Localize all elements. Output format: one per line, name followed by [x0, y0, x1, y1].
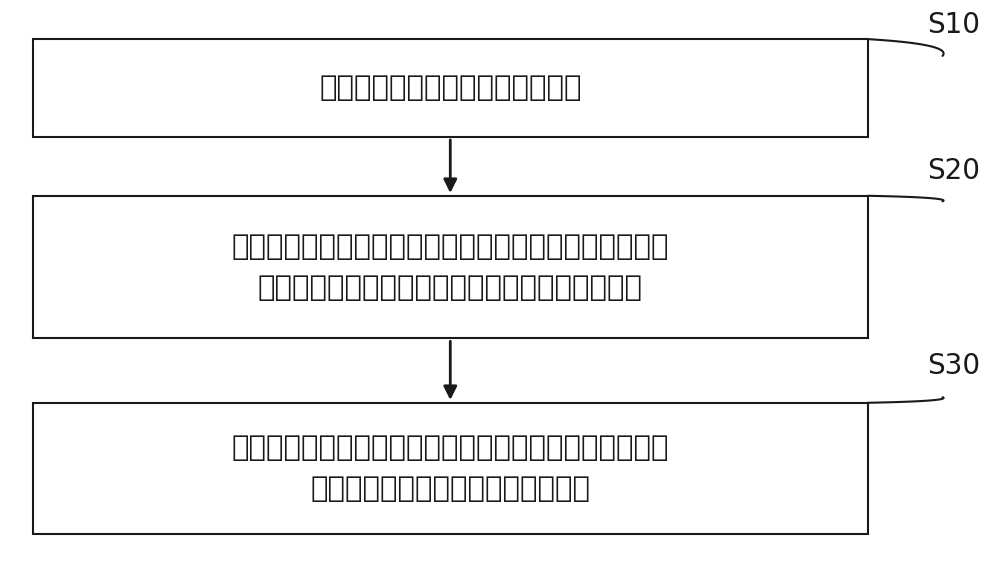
Text: 将所述第一试剂液的液滴滴在液氮中，形成第一冰球，将
所述第二试剂液的液滴滴在液氮中，形成第二冰球: 将所述第一试剂液的液滴滴在液氮中，形成第一冰球，将 所述第二试剂液的液滴滴在液氮… [232, 233, 669, 302]
Text: 将所述第一冰球冷冻干燥制得所述第一试剂球，将所述第
二冰球冷冻干燥制得所述第二试剂球: 将所述第一冰球冷冻干燥制得所述第一试剂球，将所述第 二冰球冷冻干燥制得所述第二试… [232, 434, 669, 503]
FancyBboxPatch shape [33, 196, 868, 338]
Text: S30: S30 [928, 353, 981, 380]
FancyBboxPatch shape [33, 403, 868, 534]
Text: S10: S10 [928, 11, 981, 39]
FancyBboxPatch shape [33, 39, 868, 137]
Text: 分别配置第一试剂液和第二试剂液: 分别配置第一试剂液和第二试剂液 [319, 74, 582, 102]
Text: S20: S20 [928, 157, 981, 185]
